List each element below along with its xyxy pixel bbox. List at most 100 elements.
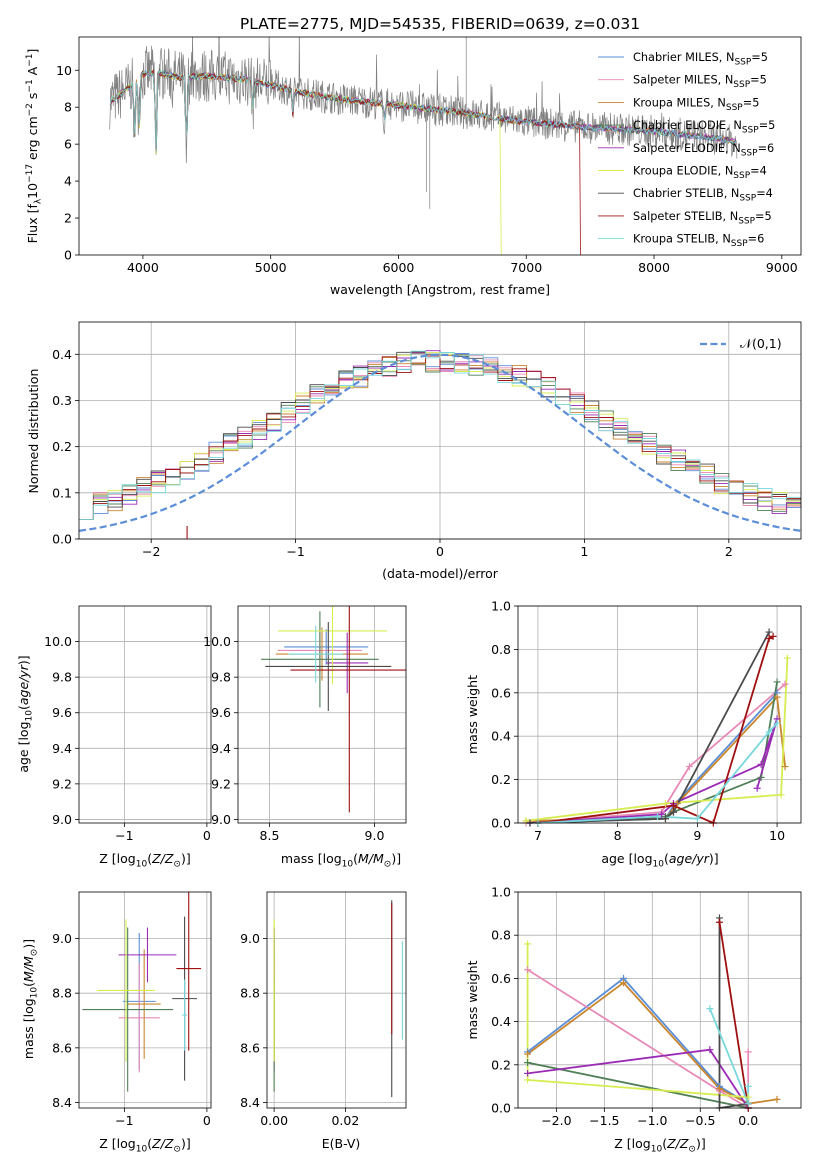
data-point-marker [706,1005,714,1013]
data-point-marker [744,1093,752,1101]
error-bars [82,892,202,1092]
y-tick-label: 9.0 [52,812,72,827]
x-axis-label: Z [log10(Z/Z⊙)] [99,851,190,870]
data-point-marker [661,815,669,823]
y-tick-label: 10 [56,63,72,78]
data-point-marker [777,791,785,799]
y-tick-label: 10.0 [203,634,231,649]
grid [267,892,406,1108]
y-tick-label: 6 [64,137,72,152]
legend-entry: Kroupa ELODIE, NSSP=4 [633,165,767,182]
data-point-marker [753,784,761,792]
age-vs-metallicity-panel: −1 0 9.0 9.2 9.4 9.6 9.8 10.0 Z [log10(Z/Z⊙)] age… [16,525,212,870]
y-tick-label: 0.8 [491,928,511,943]
y-tick-label: 0 [64,248,72,263]
y-tick-label: 0.2 [491,1057,511,1072]
x-tick-label: 0.02 [331,1113,359,1128]
y-tick-label: 0.2 [52,439,72,454]
series-line [525,683,786,823]
y-tick-label: 0.0 [491,1101,511,1116]
y-tick-label: 8.4 [240,1095,260,1110]
data-point-marker [715,1085,723,1093]
x-axis-label: Z [log10(Z/Z⊙)] [614,1136,705,1155]
y-tick-label: 0.0 [52,532,72,547]
histogram-step [79,350,801,521]
series-line [529,631,770,823]
data-point-marker [783,654,791,662]
series-line [529,692,778,823]
x-tick-label: −0.5 [685,1113,715,1128]
x-tick-label: 2 [725,544,733,559]
series-line [718,922,750,1108]
data-point-marker [773,719,781,727]
legend-entry: Kroupa MILES, NSSP=5 [633,96,759,113]
axes-frame [78,891,212,1109]
grid [518,891,801,1109]
legend-entry: Kroupa STELIB, NSSP=6 [633,233,764,250]
x-tick-label: −1.5 [589,1113,619,1128]
series-line [527,977,749,1105]
x-tick-label: −1 [115,1113,133,1128]
axes-frame [266,891,407,1109]
y-tick-label: 2 [64,211,72,226]
data-point-marker [524,966,532,974]
x-axis-label: E(B-V) [322,1136,361,1151]
data-point-marker [661,799,669,807]
x-axis-label: Z [log10(Z/Z⊙)] [99,1136,190,1155]
legend-entry: Salpeter ELODIE, NSSP=6 [633,142,774,159]
series-line [718,917,749,1108]
series-line [709,1008,750,1105]
grid [518,605,801,824]
y-tick-label: 0.0 [491,816,511,831]
mass-weight-lines [525,631,789,823]
y-tick-label: 9.0 [240,931,260,946]
x-tick-label: 0 [203,828,211,843]
data-point-marker [781,680,789,688]
residual-histogram-panel: −2 −1 0 1 2 0.0 0.1 0.2 0.3 0.4 𝒩(0,1) (data-model)… [26,321,802,581]
axes-frame [78,605,212,824]
y-tick-label: 9.8 [211,670,231,685]
data-point-marker [706,1046,714,1054]
mass-weight-vs-age-panel: 7 8 9 10 0.0 0.2 0.4 0.6 0.8 1.0 mass weight age [l… [465,599,802,870]
data-point-marker [654,812,662,820]
y-tick-label: 0.8 [491,642,511,657]
x-axis-label: (data-model)/error [382,566,499,581]
data-point-marker [757,760,765,768]
data-point-marker [757,773,765,781]
y-tick-label: 9.4 [52,741,72,756]
y-tick-label: 8.8 [52,986,72,1001]
y-tick-label: 9.2 [52,776,72,791]
data-point-marker [744,1048,752,1056]
data-point-marker [744,1100,752,1108]
x-axis-label: wavelength [Angstrom, rest frame] [330,282,550,297]
x-tick-label: −1 [115,828,133,843]
series-line [537,635,774,823]
y-tick-label: 9.0 [211,812,231,827]
y-axis-label: age [log10(age/yr)] [16,655,35,772]
legend-entry: Chabrier MILES, NSSP=5 [633,51,768,68]
data-point-marker [765,728,773,736]
y-axis-label: Normed distribution [26,369,41,494]
x-axis-label: mass [log10(M/M⊙)] [281,851,401,870]
y-tick-label: 8.6 [240,1040,260,1055]
data-point-marker [773,693,781,701]
x-tick-label: 10 [769,828,785,843]
y-tick-label: 0.4 [491,1014,511,1029]
x-tick-label: 9.0 [365,828,385,843]
axes-frame [237,605,407,824]
y-tick-label: 0.6 [491,685,511,700]
x-tick-label: 0 [436,544,444,559]
data-point-marker [685,763,693,771]
data-point-marker [669,808,677,816]
y-tick-label: 0.4 [52,347,72,362]
y-tick-label: 9.2 [211,776,231,791]
error-bars [186,525,188,539]
x-tick-label: 8 [614,828,622,843]
x-tick-label: −1 [286,544,304,559]
legend-entry: Salpeter MILES, NSSP=5 [633,74,767,91]
legend-entry: 𝒩(0,1) [740,336,782,351]
data-point-marker [524,1076,532,1084]
x-tick-label: −1.0 [637,1113,667,1128]
y-tick-label: 9.8 [52,670,72,685]
error-bars [261,606,406,813]
